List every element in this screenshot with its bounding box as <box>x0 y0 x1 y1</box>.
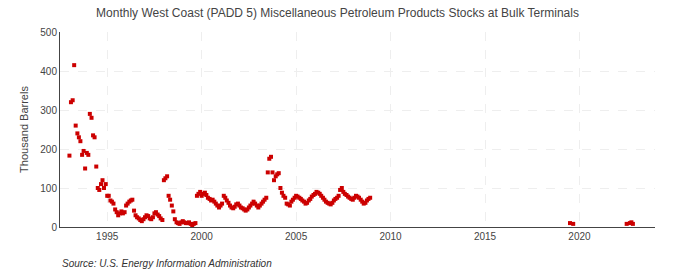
svg-text:500: 500 <box>40 27 57 38</box>
svg-text:Thousand Barrels: Thousand Barrels <box>18 86 30 173</box>
svg-text:2000: 2000 <box>191 231 214 242</box>
svg-text:0: 0 <box>51 222 57 233</box>
svg-text:100: 100 <box>40 183 57 194</box>
svg-text:2015: 2015 <box>474 231 497 242</box>
svg-text:2020: 2020 <box>568 231 591 242</box>
svg-text:400: 400 <box>40 66 57 77</box>
svg-text:2005: 2005 <box>285 231 308 242</box>
svg-text:1995: 1995 <box>96 231 119 242</box>
svg-text:2010: 2010 <box>379 231 402 242</box>
svg-text:Monthly West Coast (PADD 5) Mi: Monthly West Coast (PADD 5) Miscellaneou… <box>96 6 579 20</box>
svg-text:200: 200 <box>40 144 57 155</box>
svg-text:Source: U.S. Energy Informatio: Source: U.S. Energy Information Administ… <box>62 258 272 269</box>
svg-text:300: 300 <box>40 105 57 116</box>
